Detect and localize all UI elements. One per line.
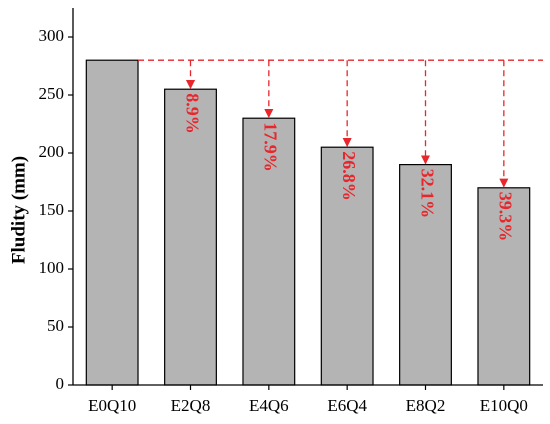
- y-tick-label: 300: [39, 26, 65, 45]
- bar: [320, 146, 374, 386]
- annotation: 17.9%: [261, 122, 281, 172]
- y-tick-label: 150: [39, 200, 65, 219]
- annotation: 26.8%: [339, 151, 359, 201]
- x-tick-label: E2Q8: [171, 396, 211, 415]
- bar: [399, 164, 452, 386]
- y-tick-label: 0: [56, 374, 65, 393]
- annotation: 8.9%: [182, 93, 202, 134]
- y-tick-label: 250: [39, 84, 65, 103]
- bar: [477, 187, 531, 386]
- y-tick-label: 100: [39, 258, 65, 277]
- annotation: 32.1%: [417, 169, 437, 219]
- x-tick-label: E4Q6: [249, 396, 289, 415]
- x-tick-label: E8Q2: [406, 396, 446, 415]
- bar: [164, 88, 217, 386]
- y-tick-label: 50: [47, 316, 64, 335]
- bar: [85, 59, 139, 386]
- x-tick-label: E0Q10: [88, 396, 136, 415]
- y-axis-label: Fludity (mm): [8, 156, 29, 264]
- x-tick-label: E10Q0: [480, 396, 528, 415]
- y-tick-label: 200: [39, 142, 65, 161]
- x-tick-label: E6Q4: [327, 396, 367, 415]
- bar: [242, 117, 296, 386]
- annotation: 39.3%: [496, 192, 516, 242]
